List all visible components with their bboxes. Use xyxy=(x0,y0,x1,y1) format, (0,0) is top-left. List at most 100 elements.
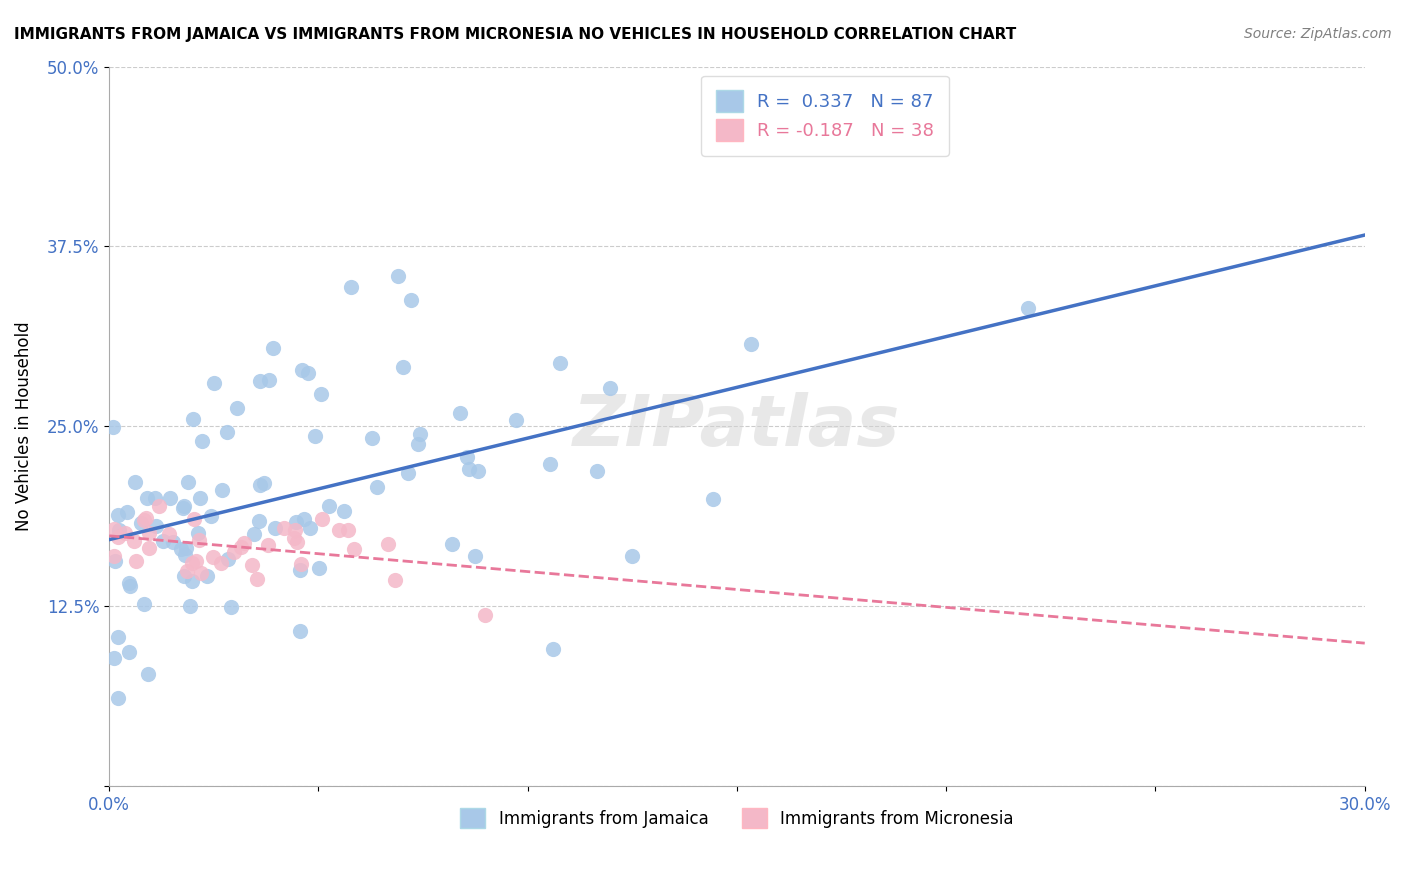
Point xyxy=(304,429,326,443)
Point xyxy=(309,386,332,401)
Point xyxy=(264,521,287,535)
Point xyxy=(107,508,129,522)
Point xyxy=(183,512,205,526)
Text: Source: ZipAtlas.com: Source: ZipAtlas.com xyxy=(1244,27,1392,41)
Point xyxy=(621,549,644,563)
Point xyxy=(162,535,184,549)
Point xyxy=(125,554,148,568)
Point xyxy=(103,522,125,536)
Point xyxy=(406,437,429,451)
Point xyxy=(219,600,242,615)
Point xyxy=(474,608,496,623)
Point xyxy=(184,554,207,568)
Point xyxy=(190,566,212,581)
Point xyxy=(114,525,136,540)
Point xyxy=(396,466,419,480)
Point xyxy=(224,545,246,559)
Point xyxy=(177,475,200,490)
Point xyxy=(290,558,312,572)
Point xyxy=(262,341,284,355)
Point xyxy=(181,412,204,426)
Point xyxy=(180,574,202,588)
Point xyxy=(190,434,212,448)
Point xyxy=(464,549,486,563)
Point xyxy=(225,401,247,416)
Point xyxy=(118,645,141,659)
Point xyxy=(249,374,271,388)
Point xyxy=(283,531,305,545)
Point xyxy=(240,558,263,572)
Point xyxy=(259,373,281,387)
Point xyxy=(409,426,432,441)
Point xyxy=(173,569,195,583)
Point xyxy=(131,516,153,530)
Point xyxy=(242,527,264,541)
Point xyxy=(108,523,131,537)
Point xyxy=(288,624,311,638)
Point xyxy=(215,425,238,439)
Point xyxy=(333,504,356,518)
Point xyxy=(505,413,527,427)
Legend: Immigrants from Jamaica, Immigrants from Micronesia: Immigrants from Jamaica, Immigrants from… xyxy=(454,801,1021,835)
Point xyxy=(318,500,340,514)
Point xyxy=(209,556,232,570)
Point xyxy=(145,491,167,505)
Point xyxy=(115,505,138,519)
Point xyxy=(273,521,295,535)
Point xyxy=(180,556,202,570)
Point xyxy=(132,513,155,527)
Point xyxy=(103,420,125,434)
Point xyxy=(449,405,471,419)
Point xyxy=(456,450,478,465)
Point xyxy=(188,491,211,505)
Point xyxy=(231,540,253,554)
Point xyxy=(252,475,274,490)
Point xyxy=(172,500,194,515)
Point xyxy=(285,534,308,549)
Point xyxy=(299,521,322,535)
Point xyxy=(188,533,211,547)
Point xyxy=(152,534,174,549)
Point xyxy=(292,512,315,526)
Point xyxy=(249,478,271,492)
Point xyxy=(138,525,160,540)
Point xyxy=(187,526,209,541)
Point xyxy=(132,597,155,611)
Point xyxy=(360,432,382,446)
Point xyxy=(173,548,195,562)
Point xyxy=(336,523,359,537)
Point xyxy=(200,508,222,523)
Point xyxy=(135,511,157,525)
Point xyxy=(399,293,422,308)
Point xyxy=(136,491,159,505)
Point xyxy=(174,541,197,556)
Point xyxy=(440,537,463,551)
Point xyxy=(249,514,271,528)
Point xyxy=(145,519,167,533)
Point xyxy=(107,530,129,544)
Point xyxy=(340,280,363,294)
Point xyxy=(138,541,160,555)
Point xyxy=(740,336,762,351)
Point xyxy=(122,533,145,548)
Point xyxy=(232,536,254,550)
Point xyxy=(159,491,181,505)
Point xyxy=(284,515,307,529)
Text: IMMIGRANTS FROM JAMAICA VS IMMIGRANTS FROM MICRONESIA NO VEHICLES IN HOUSEHOLD C: IMMIGRANTS FROM JAMAICA VS IMMIGRANTS FR… xyxy=(14,27,1017,42)
Point xyxy=(107,690,129,705)
Point xyxy=(311,512,333,526)
Point xyxy=(541,641,564,656)
Point xyxy=(467,464,489,478)
Point xyxy=(458,462,481,476)
Point xyxy=(290,363,312,377)
Point xyxy=(366,481,388,495)
Point xyxy=(328,523,350,537)
Text: ZIPatlas: ZIPatlas xyxy=(574,392,901,460)
Point xyxy=(104,554,127,568)
Point xyxy=(124,475,146,490)
Point xyxy=(176,564,198,578)
Point xyxy=(283,523,305,537)
Point xyxy=(586,464,609,478)
Point xyxy=(202,376,225,391)
Point xyxy=(117,575,139,590)
